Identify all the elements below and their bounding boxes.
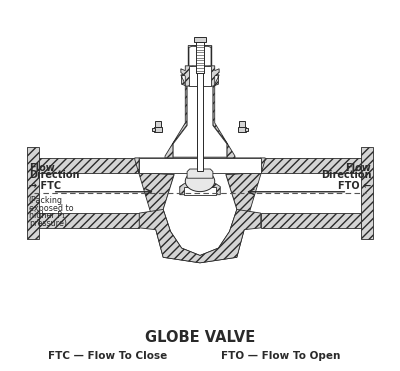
Polygon shape xyxy=(165,46,235,158)
Bar xyxy=(184,187,216,195)
Polygon shape xyxy=(173,85,227,157)
Bar xyxy=(194,37,206,42)
Text: exposed to: exposed to xyxy=(29,204,74,213)
Bar xyxy=(197,49,203,169)
Ellipse shape xyxy=(185,171,215,191)
Text: Direction: Direction xyxy=(321,170,371,180)
Polygon shape xyxy=(27,147,39,239)
Bar xyxy=(154,127,162,132)
Polygon shape xyxy=(139,210,261,263)
Polygon shape xyxy=(187,169,213,178)
Bar xyxy=(189,66,211,86)
Polygon shape xyxy=(261,213,361,228)
Polygon shape xyxy=(139,158,261,256)
Polygon shape xyxy=(180,184,220,195)
Text: Flow: Flow xyxy=(29,163,54,173)
Bar xyxy=(139,158,261,173)
Text: FTC — Flow To Close: FTC — Flow To Close xyxy=(48,351,168,361)
Bar xyxy=(238,127,246,132)
Bar xyxy=(196,42,204,73)
Text: Direction: Direction xyxy=(29,170,79,180)
Bar xyxy=(156,121,161,127)
Polygon shape xyxy=(261,158,361,173)
Text: (Packing: (Packing xyxy=(29,197,63,206)
Bar xyxy=(197,44,203,171)
Bar xyxy=(152,128,155,131)
Bar xyxy=(239,121,244,127)
Text: → FTC: → FTC xyxy=(29,181,61,190)
Text: pressure): pressure) xyxy=(29,219,67,227)
Text: Flow: Flow xyxy=(346,163,371,173)
Text: FTO ←: FTO ← xyxy=(338,181,371,190)
Text: GLOBE VALVE: GLOBE VALVE xyxy=(145,330,255,345)
Polygon shape xyxy=(181,66,219,86)
Polygon shape xyxy=(39,213,139,228)
Text: higher P₁: higher P₁ xyxy=(29,211,65,220)
Bar xyxy=(245,128,248,131)
Text: FTO — Flow To Open: FTO — Flow To Open xyxy=(221,351,341,361)
Polygon shape xyxy=(39,158,139,173)
Polygon shape xyxy=(135,158,265,263)
Polygon shape xyxy=(361,147,373,239)
